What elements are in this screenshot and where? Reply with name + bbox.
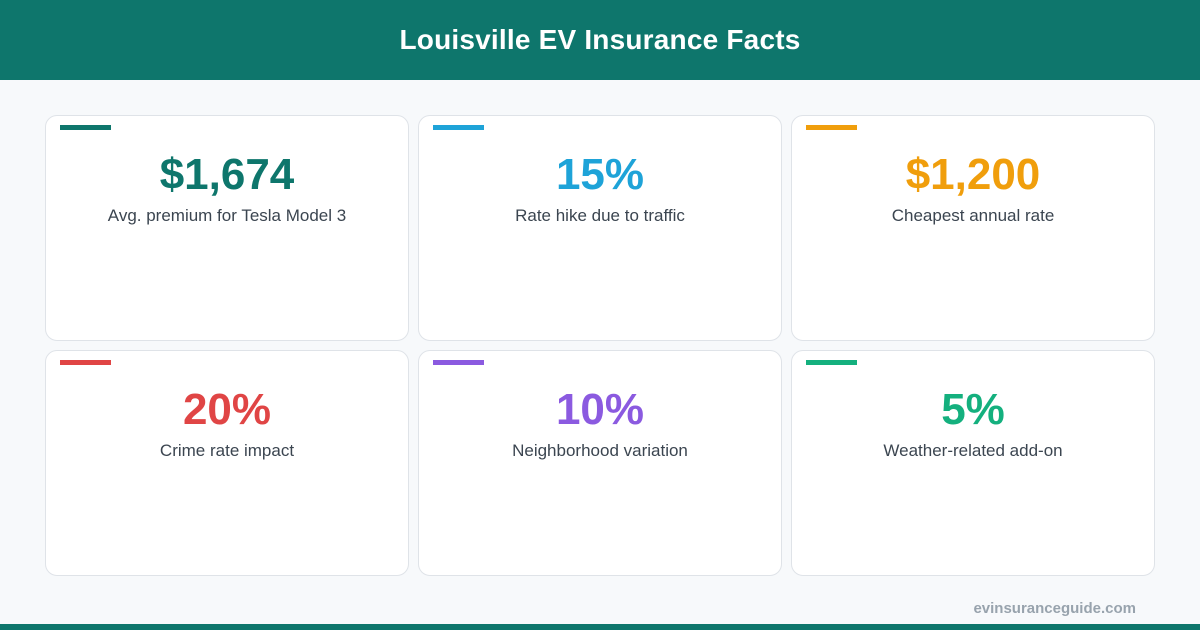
fact-card-avg-premium: $1,674 Avg. premium for Tesla Model 3 xyxy=(45,115,409,341)
fact-card-rate-hike: 15% Rate hike due to traffic xyxy=(418,115,782,341)
header-banner: Louisville EV Insurance Facts xyxy=(0,0,1200,80)
fact-value: $1,200 xyxy=(905,150,1041,199)
card-accent-bar xyxy=(60,360,111,365)
fact-value: 10% xyxy=(555,385,645,434)
fact-value: 15% xyxy=(555,150,645,199)
site-url: evinsuranceguide.com xyxy=(973,600,1136,617)
footer-bar xyxy=(0,624,1200,630)
fact-card-neighborhood: 10% Neighborhood variation xyxy=(418,350,782,576)
page-title: Louisville EV Insurance Facts xyxy=(399,24,801,55)
fact-label: Rate hike due to traffic xyxy=(515,206,685,225)
card-accent-bar xyxy=(806,360,857,365)
fact-value: 20% xyxy=(182,385,272,434)
fact-card-weather: 5% Weather-related add-on xyxy=(791,350,1155,576)
fact-value: $1,674 xyxy=(159,150,295,199)
card-accent-bar xyxy=(806,125,857,130)
fact-label: Avg. premium for Tesla Model 3 xyxy=(107,206,347,225)
fact-label: Crime rate impact xyxy=(159,441,295,460)
fact-card-cheapest-rate: $1,200 Cheapest annual rate xyxy=(791,115,1155,341)
card-accent-bar xyxy=(60,125,111,130)
fact-value: 5% xyxy=(941,385,1005,434)
fact-card-crime-impact: 20% Crime rate impact xyxy=(45,350,409,576)
fact-label: Cheapest annual rate xyxy=(891,206,1055,225)
card-accent-bar xyxy=(433,125,484,130)
fact-label: Neighborhood variation xyxy=(512,441,688,460)
card-accent-bar xyxy=(433,360,484,365)
fact-label: Weather-related add-on xyxy=(883,441,1063,460)
facts-grid: $1,674 Avg. premium for Tesla Model 3 15… xyxy=(45,115,1155,576)
